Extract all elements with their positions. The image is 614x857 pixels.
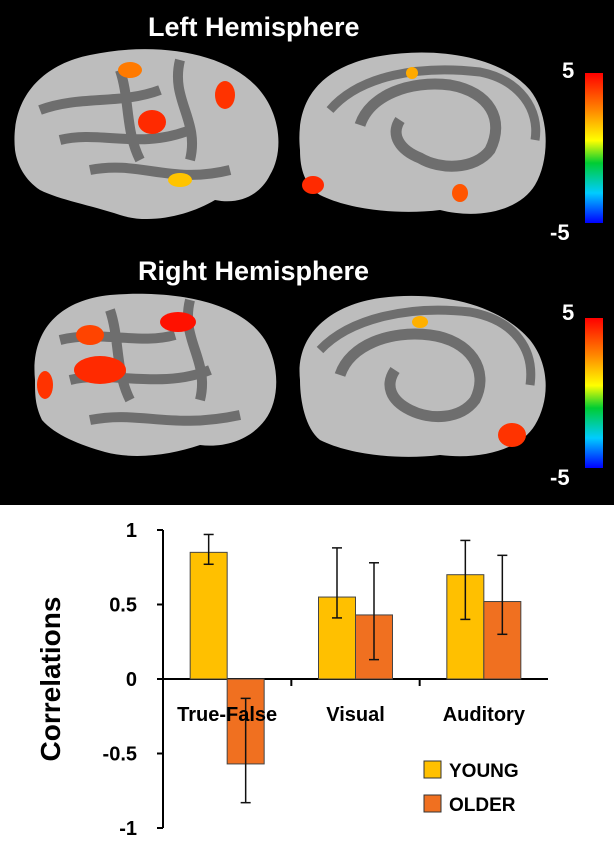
activation-blob xyxy=(37,371,53,399)
bar-young xyxy=(189,551,228,680)
activation-blob xyxy=(215,81,235,109)
y-tick-label: 0 xyxy=(126,669,137,691)
right-lateral-brain xyxy=(34,293,277,456)
colorbar-top-max: 5 xyxy=(562,58,575,83)
activation-blob xyxy=(118,62,142,78)
y-axis-label: Correlations xyxy=(35,597,66,762)
activation-blob xyxy=(498,423,526,447)
brain-surfaces xyxy=(14,49,603,468)
y-tick-label: -1 xyxy=(119,818,137,840)
legend-label-young: YOUNG xyxy=(449,761,519,782)
colorbar-bottom-max: 5 xyxy=(562,300,575,325)
left-medial-brain xyxy=(299,52,546,214)
activation-blob xyxy=(406,67,418,79)
activation-blob xyxy=(76,325,104,345)
activation-blob xyxy=(302,176,324,194)
x-category-label: Visual xyxy=(326,704,385,726)
x-category-label: True-False xyxy=(177,704,277,726)
correlation-bar-chart: Correlations 1 0.5 0 -0.5 -1 True-False Visua… xyxy=(35,520,548,840)
colorbar-bottom xyxy=(585,318,603,468)
activation-blob xyxy=(138,110,166,134)
colorbar-bottom-min: -5 xyxy=(550,465,570,490)
legend-label-older: OLDER xyxy=(449,795,516,816)
colorbar-top-min: -5 xyxy=(550,220,570,245)
legend-swatch-young xyxy=(423,760,442,779)
x-category-label: Auditory xyxy=(443,704,526,726)
right-hemisphere-title: Right Hemisphere xyxy=(138,256,370,286)
brain-figure-panel: Left Hemisphere Right Hemisphere xyxy=(0,0,614,505)
left-hemisphere-title: Left Hemisphere xyxy=(148,12,360,42)
y-tick-label: 0.5 xyxy=(109,595,137,617)
colorbar-top xyxy=(585,73,603,223)
y-tick-label: -0.5 xyxy=(103,744,137,766)
activation-blob xyxy=(452,184,468,202)
activation-blob xyxy=(160,312,196,332)
legend-swatch-older xyxy=(423,794,442,813)
right-medial-brain xyxy=(299,295,546,457)
y-tick-label: 1 xyxy=(126,520,137,542)
left-lateral-brain xyxy=(14,49,279,220)
correlation-chart-panel: Correlations 1 0.5 0 -0.5 -1 True-False Visua… xyxy=(0,505,614,852)
activation-blob xyxy=(74,356,126,384)
activation-blob xyxy=(168,173,192,187)
activation-blob xyxy=(412,316,428,328)
